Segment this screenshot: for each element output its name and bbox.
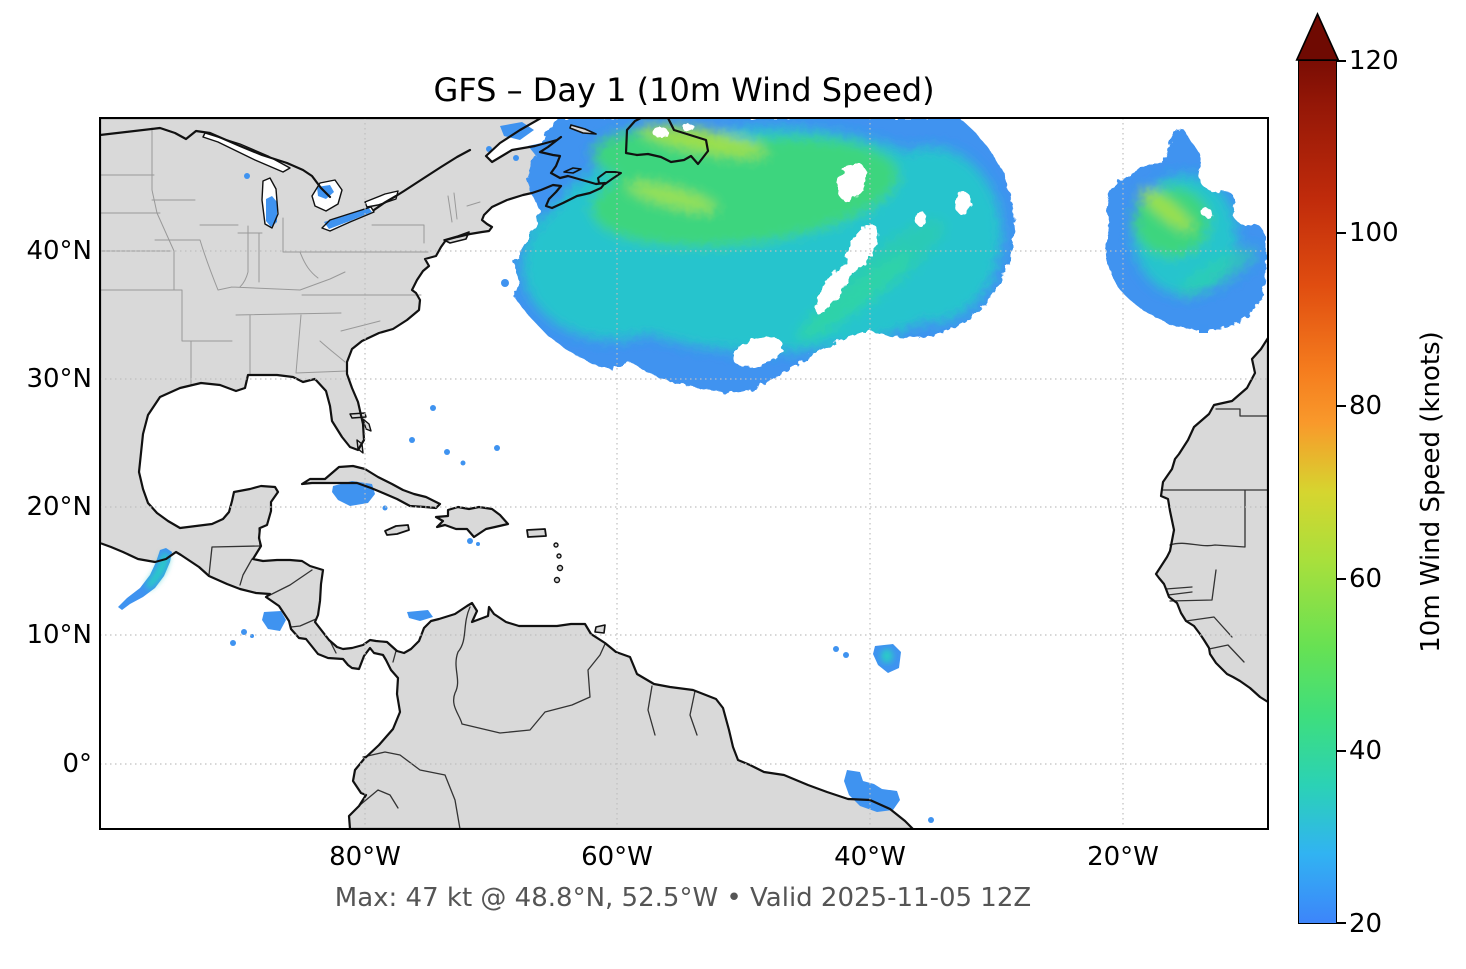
x-tick-80w: 80°W xyxy=(329,842,401,872)
colorbar-tick-60: 60 xyxy=(1349,564,1383,594)
y-tick-30n: 30°N xyxy=(26,364,92,394)
colorbar-axis-label: 10m Wind Speed (knots) xyxy=(1416,331,1446,653)
x-tick-60w: 60°W xyxy=(581,842,653,872)
small-wind-cores xyxy=(146,552,893,663)
colorbar-tickmark-120 xyxy=(1337,60,1346,62)
colorbar-gradient xyxy=(1298,60,1337,924)
wind-shading-layer xyxy=(118,118,1267,823)
y-tick-40n: 40°N xyxy=(26,236,92,266)
y-tick-20n: 20°N xyxy=(26,492,92,522)
chart-title: GFS – Day 1 (10m Wind Speed) xyxy=(433,71,935,109)
gridlines xyxy=(100,118,1268,829)
plot-frame xyxy=(99,117,1269,830)
chart-footer-annotation: Max: 47 kt @ 48.8°N, 52.5°W • Valid 2025… xyxy=(334,883,1032,913)
y-tick-0: 0° xyxy=(62,749,92,779)
colorbar-tickmark-40 xyxy=(1337,750,1346,752)
colorbar-tick-40: 40 xyxy=(1349,736,1383,766)
colorbar-tick-80: 80 xyxy=(1349,391,1383,421)
colorbar-arrow xyxy=(1295,12,1340,61)
colorbar-tickmark-80 xyxy=(1337,405,1346,407)
colorbar-tick-100: 100 xyxy=(1349,218,1399,248)
x-tick-40w: 40°W xyxy=(834,842,906,872)
y-tick-10n: 10°N xyxy=(26,620,92,650)
colorbar-tickmark-20 xyxy=(1337,922,1346,924)
colorbar-tick-20: 20 xyxy=(1349,909,1383,939)
colorbar-tickmark-100 xyxy=(1337,232,1346,234)
x-tick-20w: 20°W xyxy=(1087,842,1159,872)
border-stroke-layer xyxy=(100,118,1268,829)
colorbar-tickmark-60 xyxy=(1337,578,1346,580)
colorbar-tick-120: 120 xyxy=(1349,46,1399,76)
